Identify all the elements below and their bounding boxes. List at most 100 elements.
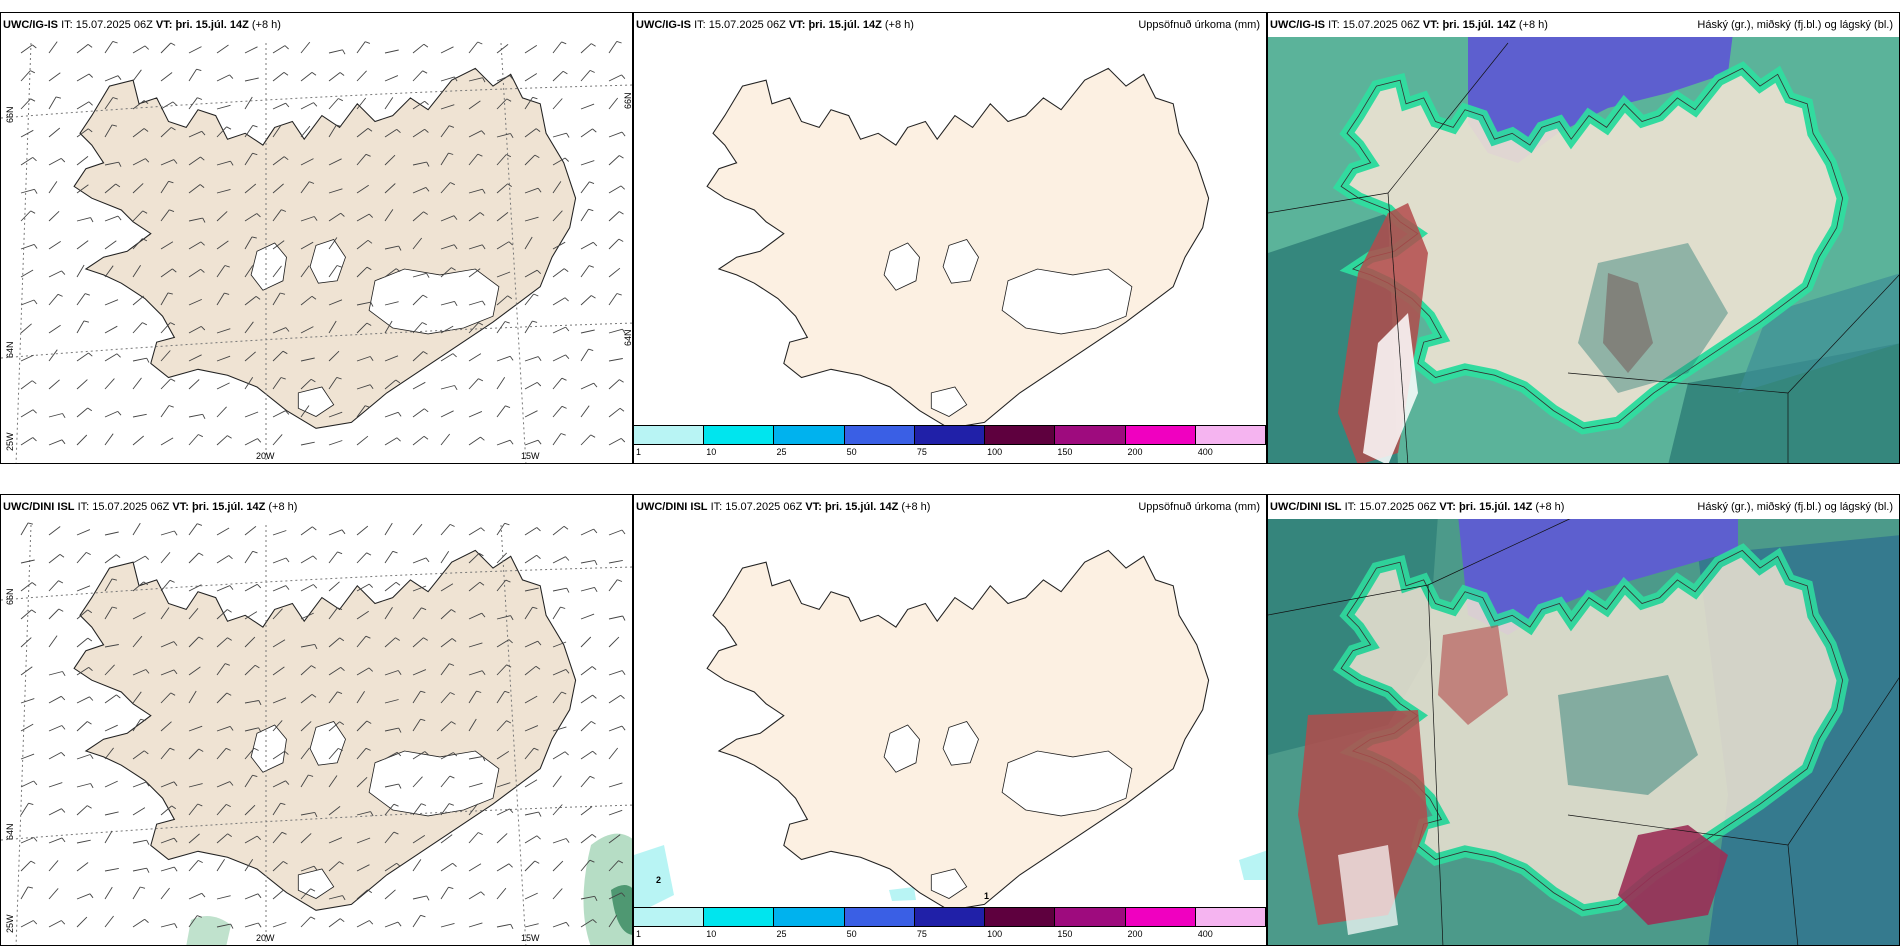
wind-barb: [356, 776, 368, 788]
wind-barb: [160, 72, 173, 82]
wind-barb: [20, 582, 33, 592]
wind-barb: [384, 320, 393, 334]
wind-barb: [440, 551, 450, 564]
wind-barb: [20, 380, 33, 390]
wind-barb-feather: [588, 348, 594, 352]
wind-barb: [160, 405, 170, 418]
wind-barb: [76, 73, 90, 82]
wind-barb: [76, 240, 89, 250]
wind-barb: [608, 238, 620, 250]
valid-time-label: VT:: [172, 501, 189, 513]
wind-barb-feather: [202, 414, 206, 420]
wind-barb-feather: [619, 155, 624, 159]
wind-barb: [48, 608, 60, 620]
wind-barb-feather: [200, 156, 205, 161]
wind-barb-feather: [144, 45, 150, 50]
wind-barb-feather: [227, 833, 232, 837]
wind-barb-feather: [118, 161, 122, 167]
wind-barb: [48, 158, 62, 166]
wind-barb: [48, 294, 59, 306]
model-name: UWC/IG-IS: [636, 19, 691, 31]
wind-barb: [608, 155, 620, 166]
wind-barb: [244, 265, 254, 278]
wind-barb-feather: [449, 523, 455, 527]
wind-barb-feather: [424, 100, 429, 105]
wind-barb: [300, 865, 315, 872]
wind-barb-feather: [535, 128, 541, 132]
wind-barb-feather: [423, 637, 428, 641]
wind-barb-feather: [173, 641, 178, 646]
wind-barb-feather: [117, 75, 122, 80]
wind-barb: [440, 752, 454, 760]
lead-time: (+8 h): [1535, 501, 1565, 513]
lat-label-66n: 66N: [5, 588, 15, 605]
wind-barb-feather: [592, 750, 597, 755]
wind-barb-feather: [32, 44, 37, 49]
wind-barb-feather: [396, 751, 402, 757]
wind-barb: [216, 748, 227, 760]
wind-barb-feather: [32, 157, 37, 162]
wind-barb-feather: [591, 666, 597, 670]
wind-barb-feather: [143, 581, 149, 586]
init-time-label: IT:: [1328, 19, 1340, 31]
wind-barb-feather: [115, 554, 121, 558]
wind-barb-feather: [314, 812, 318, 818]
wind-barb: [244, 351, 256, 362]
wind-barb: [300, 216, 315, 222]
wind-barb-feather: [453, 244, 458, 250]
wind-barb: [608, 860, 619, 872]
wind-barb: [440, 886, 449, 900]
wind-barb: [328, 691, 338, 704]
wind-barb: [48, 752, 62, 760]
colorbar-tick-label: 400: [1197, 929, 1213, 939]
wind-barb: [468, 642, 483, 648]
wind-barb: [216, 895, 231, 900]
wind-barb: [440, 76, 455, 82]
wind-barb: [300, 612, 314, 620]
wind-barb-feather: [88, 128, 93, 133]
wind-barb-feather: [338, 747, 343, 752]
wind-barb: [384, 921, 399, 928]
wind-barb: [160, 641, 175, 648]
wind-barb: [524, 410, 538, 418]
wind-barb: [328, 721, 340, 732]
wind-barb-feather: [532, 320, 538, 323]
wind-barb: [132, 100, 145, 110]
wind-barb: [132, 691, 142, 704]
wind-barb: [328, 411, 343, 418]
wind-barb: [272, 410, 286, 418]
wind-barb: [328, 124, 337, 138]
wind-barb-feather: [421, 803, 427, 806]
wind-barb: [412, 637, 424, 648]
wind-barb: [608, 379, 620, 390]
wind-barb: [300, 665, 312, 676]
wind-barb: [524, 640, 538, 648]
wind-barb: [580, 208, 589, 222]
wind-barb: [48, 349, 58, 362]
wind-barb-feather: [564, 751, 569, 756]
wind-barb: [48, 96, 57, 110]
wind-barb: [244, 96, 253, 110]
wind-barb-feather: [309, 181, 315, 184]
wind-barb: [300, 774, 309, 788]
wind-barb-feather: [30, 98, 36, 102]
wind-barb: [76, 184, 89, 194]
wind-barb: [104, 97, 114, 110]
wind-barb: [272, 156, 285, 166]
wind-barb: [384, 670, 399, 676]
wind-barb: [496, 321, 506, 334]
wind-barb-feather: [145, 158, 150, 163]
wind-barb: [76, 754, 91, 760]
wind-barb: [76, 293, 86, 306]
wind-barb: [468, 268, 481, 278]
wind-barb-feather: [397, 412, 402, 417]
cloud-map-panel-ig-is: UWC/IG-IS IT: 15.07.2025 06Z VT: þri. 15…: [1267, 12, 1900, 464]
wind-barb: [104, 433, 114, 446]
wind-barb: [356, 667, 370, 676]
wind-barb-feather: [482, 188, 486, 194]
wind-barb: [76, 552, 87, 564]
wind-barb-feather: [170, 322, 176, 326]
wind-barb: [580, 586, 595, 592]
wind-barb: [468, 77, 483, 82]
wind-barb: [468, 803, 478, 816]
